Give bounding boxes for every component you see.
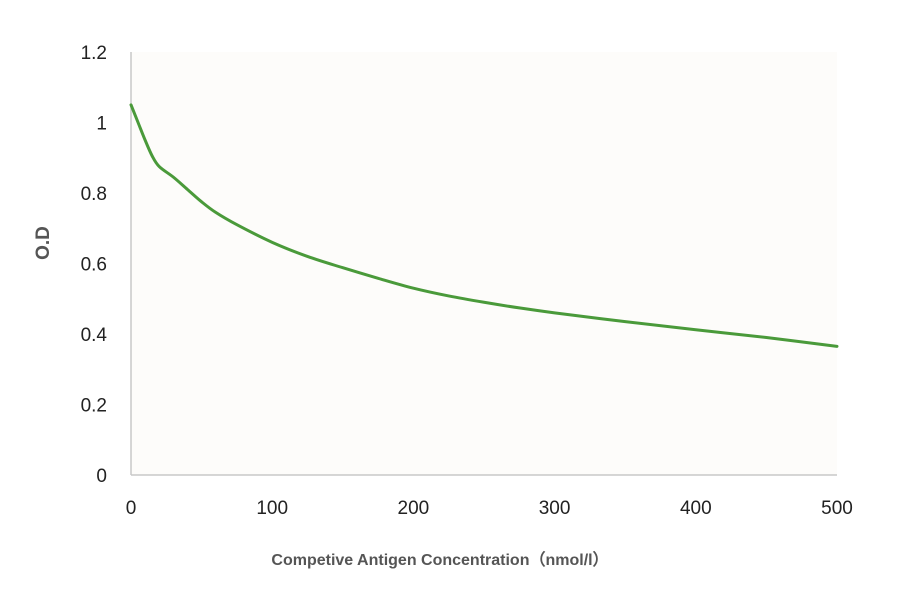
x-tick-label: 0 [126, 498, 137, 519]
x-tick-label: 200 [398, 498, 430, 519]
x-tick-label: 400 [680, 498, 712, 519]
y-tick-label: 0 [96, 466, 107, 487]
x-tick-label: 100 [256, 498, 288, 519]
plot-area [131, 52, 837, 475]
x-axis-label: Competive Antigen Concentration（nmol/l） [271, 551, 608, 569]
y-tick-label: 0.8 [81, 184, 107, 205]
series-group [129, 103, 839, 348]
y-tick-label: 0.6 [81, 255, 107, 276]
y-tick-label: 1 [96, 114, 107, 135]
x-axis-ticks: 0 100 200 300 400 500 [126, 498, 853, 519]
y-tick-label: 1.2 [81, 43, 107, 64]
y-tick-label: 0.4 [81, 325, 108, 346]
y-axis-label: O.D [33, 226, 54, 260]
y-axis-ticks: 0 0.2 0.4 0.6 0.8 1 1.2 [81, 43, 108, 487]
x-tick-label: 300 [539, 498, 571, 519]
series-line [129, 103, 839, 348]
y-tick-label: 0.2 [81, 396, 107, 417]
x-tick-label: 500 [821, 498, 853, 519]
